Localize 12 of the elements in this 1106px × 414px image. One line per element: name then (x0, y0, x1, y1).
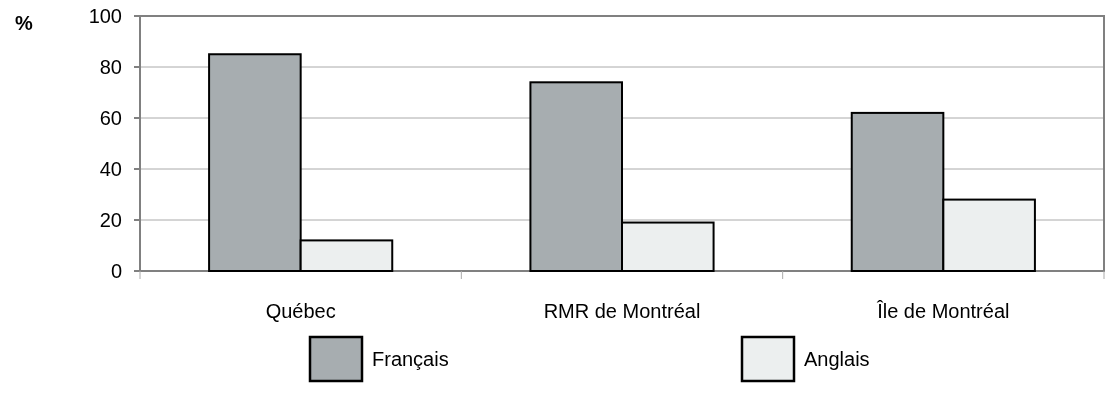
y-tick-label: 60 (99, 107, 122, 129)
x-tick-label: Île de Montréal (876, 300, 1010, 322)
y-tick-label: 20 (99, 209, 122, 231)
y-axis-title: % (15, 12, 34, 34)
y-tick-label: 40 (99, 158, 122, 180)
x-tick-label: RMR de Montréal (543, 300, 701, 322)
y-tick-label: 0 (110, 260, 122, 282)
legend-label: Anglais (804, 348, 870, 370)
legend-label: Français (372, 348, 449, 370)
x-tick-label: Québec (265, 300, 336, 322)
y-tick-label: 80 (99, 56, 122, 78)
y-tick-label: 100 (88, 5, 122, 27)
